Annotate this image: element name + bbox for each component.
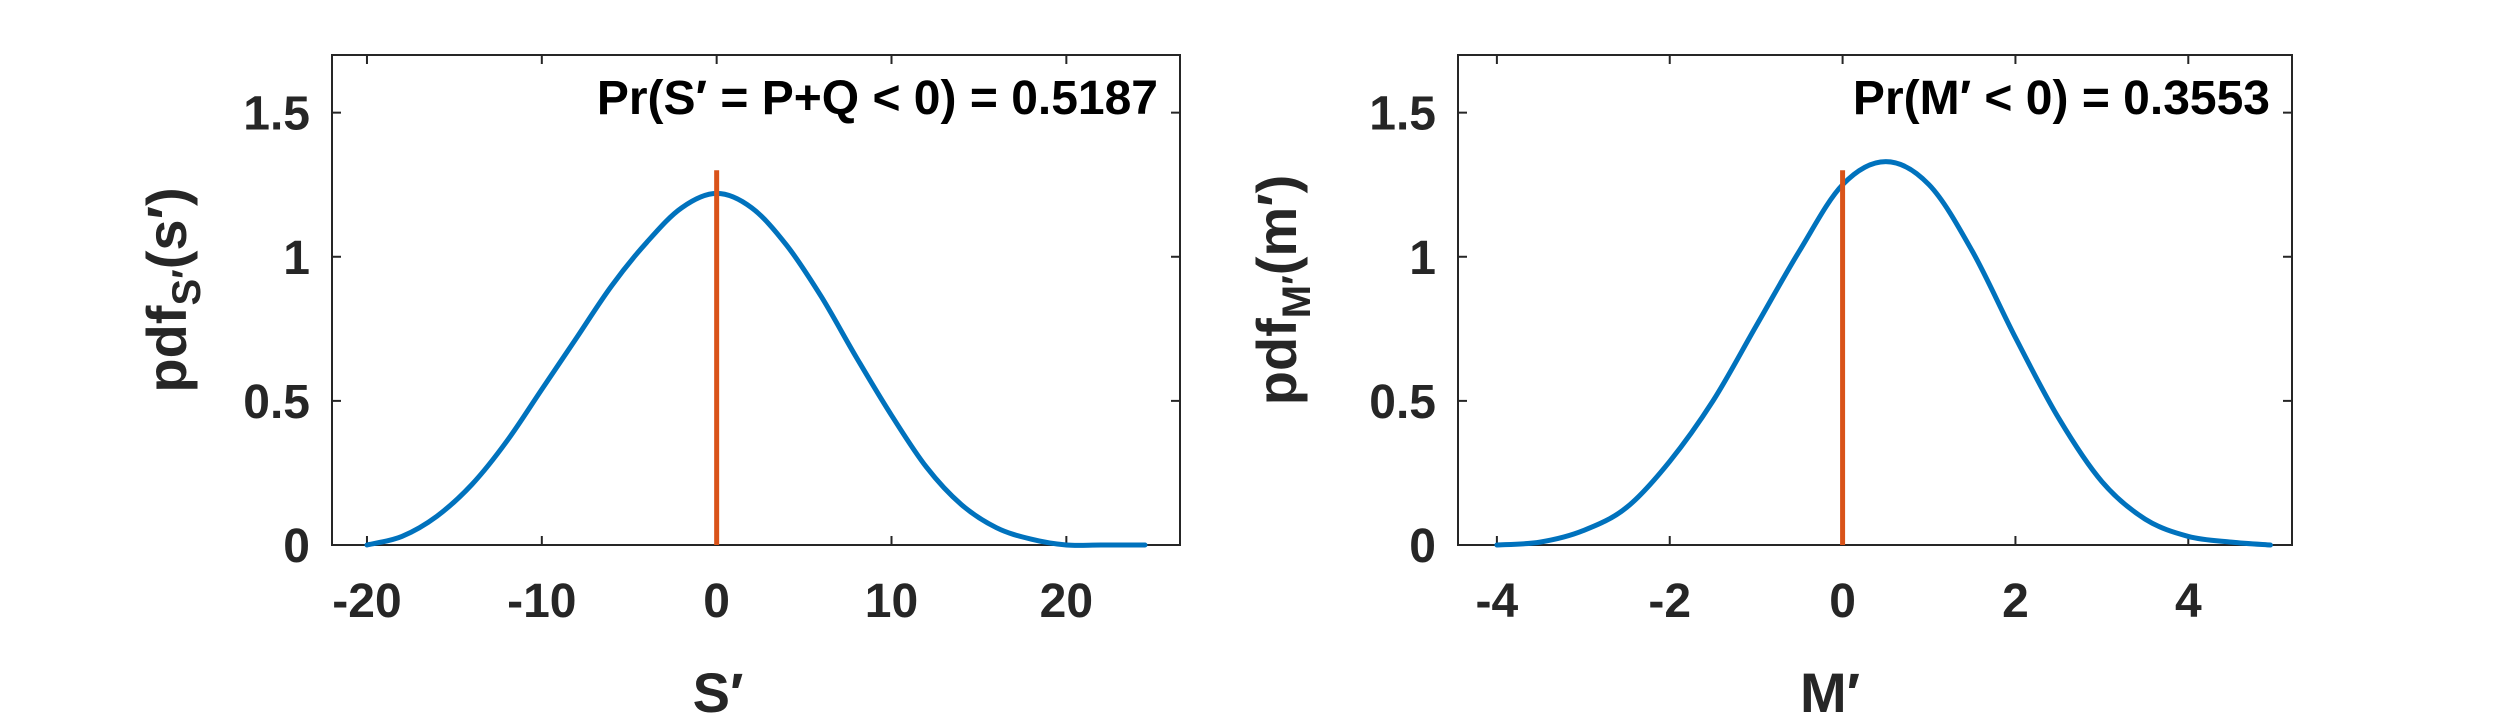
- y-axis-label-main-right: pdf: [1245, 318, 1308, 405]
- y-tick-label-left: 0.5: [243, 376, 310, 429]
- axes-box-right: [1457, 54, 2293, 546]
- y-axis-label-left: pdfS′(s′): [135, 187, 209, 392]
- y-tick-label-right: 0: [1409, 520, 1436, 573]
- x-tick-label-right: 4: [2175, 575, 2202, 628]
- x-tick-label-left: 0: [703, 575, 730, 628]
- y-axis-label-sub-right: M′: [1275, 275, 1319, 318]
- x-tick-label-right: 0: [1829, 575, 1856, 628]
- y-axis-label-arg-right: (m′): [1245, 175, 1308, 276]
- y-axis-label-main-left: pdf: [135, 305, 198, 392]
- x-tick-label-left: 10: [865, 575, 918, 628]
- x-tick-label-left: 20: [1040, 575, 1093, 628]
- probability-annotation-right: Pr(M′ < 0) = 0.3553: [1853, 72, 2270, 125]
- y-axis-label-sub-left: S′: [165, 269, 209, 305]
- y-tick-label-right: 1.5: [1369, 88, 1436, 141]
- pdf-curve-right: [1494, 159, 2273, 548]
- chart-panel-right: -4 -2 0 2 4 0 0.5 1 1.5 Pr(M′ < 0) = 0.3553 M′ p…: [1245, 54, 2293, 723]
- axes-box-left: [331, 54, 1181, 546]
- x-axis-label-right: M′: [1800, 661, 1860, 723]
- y-axis-label-arg-left: (s′): [135, 187, 198, 269]
- probability-annotation-left: Pr(S′ = P+Q < 0) = 0.5187: [597, 72, 1158, 125]
- x-axis-label-left: S′: [693, 661, 744, 723]
- chart-panel-left: -20 -10 0 10 20 0 0.5 1 1.5 Pr(S′ = P+Q < 0) = 0…: [135, 54, 1181, 723]
- y-tick-label-left: 1: [283, 232, 310, 285]
- y-tick-label-right: 0.5: [1369, 376, 1436, 429]
- x-tick-label-right: 2: [2002, 575, 2029, 628]
- y-tick-label-right: 1: [1409, 232, 1436, 285]
- y-tick-label-left: 1.5: [243, 88, 310, 141]
- plot-area-right: -4 -2 0 2 4 0 0.5 1 1.5: [1369, 54, 2293, 628]
- plot-area-left: -20 -10 0 10 20 0 0.5 1 1.5: [243, 54, 1181, 628]
- pdf-curve-left: [364, 190, 1148, 548]
- x-tick-label-left: -20: [332, 575, 401, 628]
- y-axis-label-right: pdfM′(m′): [1245, 175, 1319, 406]
- y-tick-label-left: 0: [283, 520, 310, 573]
- x-tick-label-right: -4: [1476, 575, 1519, 628]
- x-tick-label-left: -10: [507, 575, 576, 628]
- x-tick-label-right: -2: [1648, 575, 1691, 628]
